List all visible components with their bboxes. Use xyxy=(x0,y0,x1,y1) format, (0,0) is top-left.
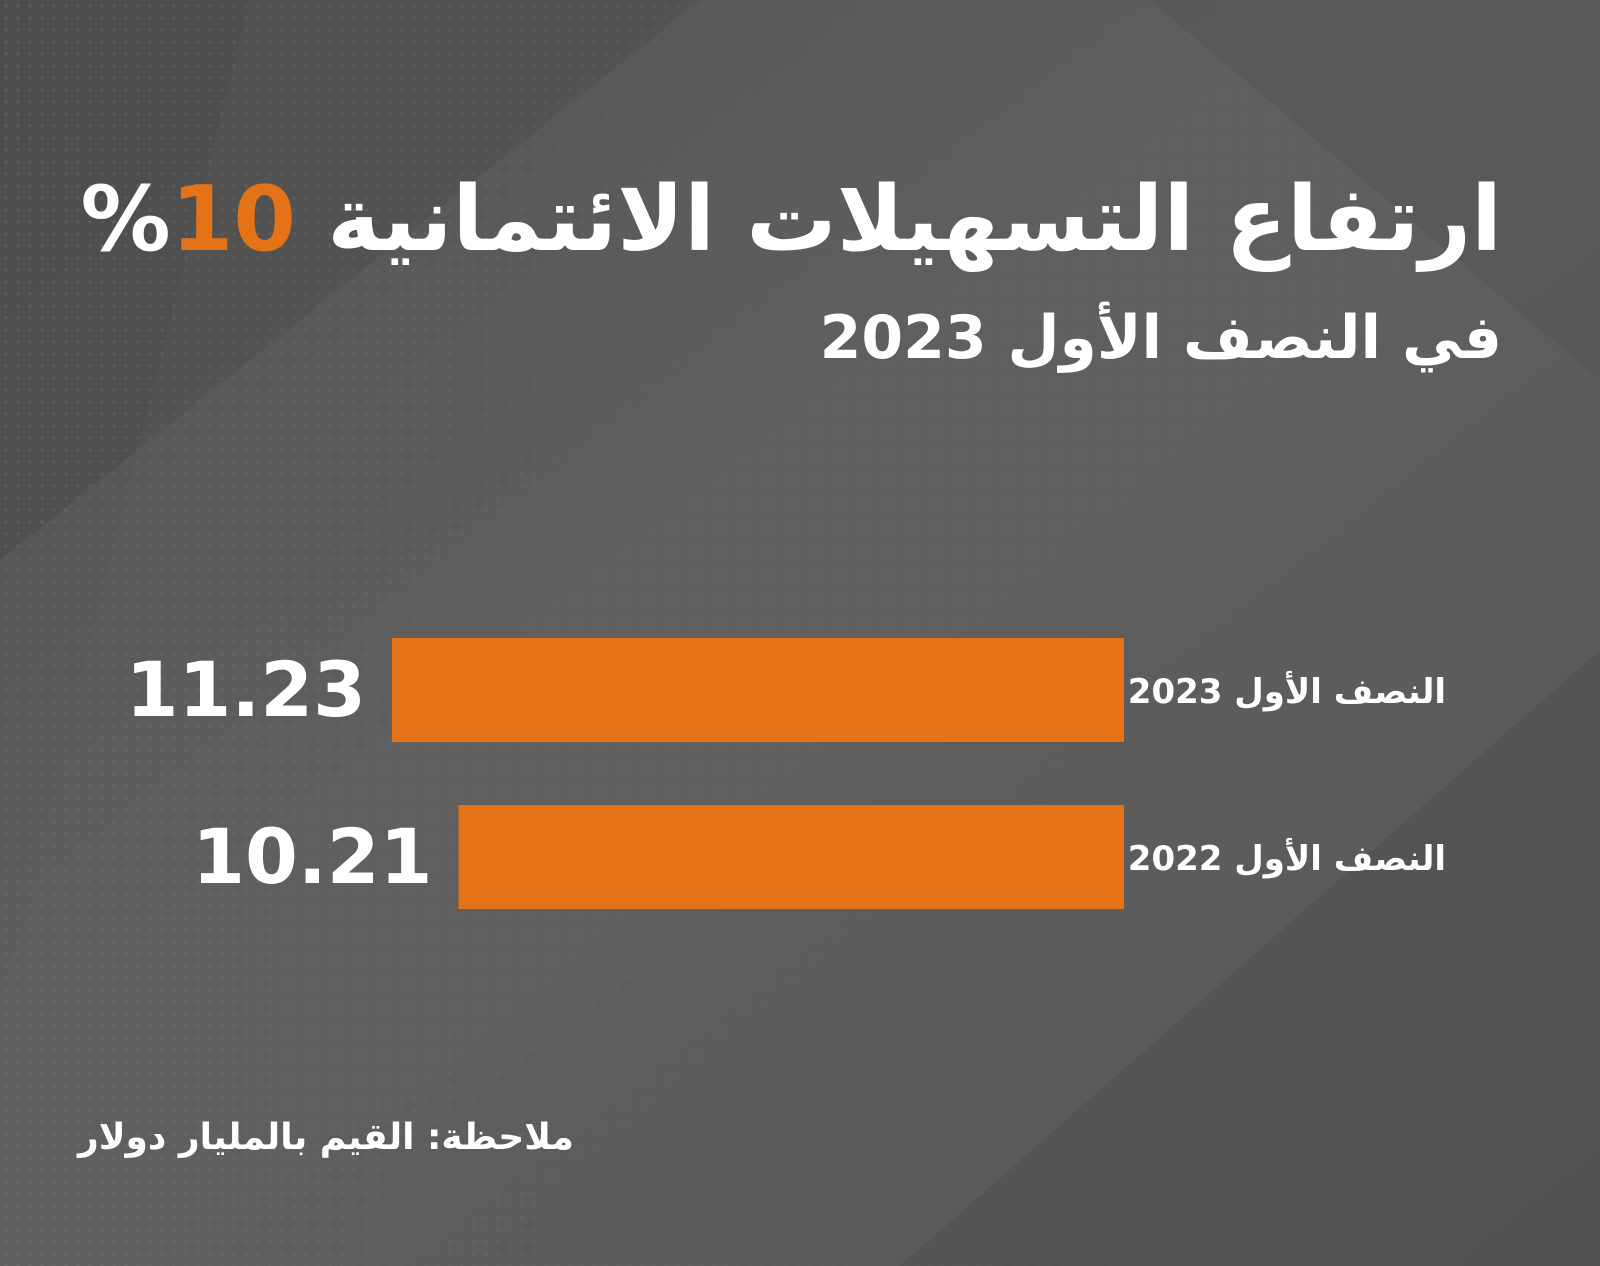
category-label-2: النصف الأول 2022 xyxy=(1128,837,1446,879)
bar-1 xyxy=(392,638,1124,742)
chart-subtitle: في النصف الأول 2023 xyxy=(819,303,1502,373)
footnote: ملاحظة: القيم بالمليار دولار xyxy=(78,1117,574,1158)
title-accent-number: 10 xyxy=(170,167,296,272)
category-label-1: النصف الأول 2023 xyxy=(1128,670,1446,712)
title-main: ارتفاع التسهيلات الائتمانية xyxy=(327,167,1502,272)
bar-2 xyxy=(458,805,1124,909)
chart-title: ارتفاع التسهيلات الائتمانية 10% xyxy=(81,160,1502,280)
title-percent-sign: % xyxy=(80,167,171,272)
value-label-2: 10.21 xyxy=(192,812,432,901)
value-label-1: 11.23 xyxy=(126,645,366,734)
